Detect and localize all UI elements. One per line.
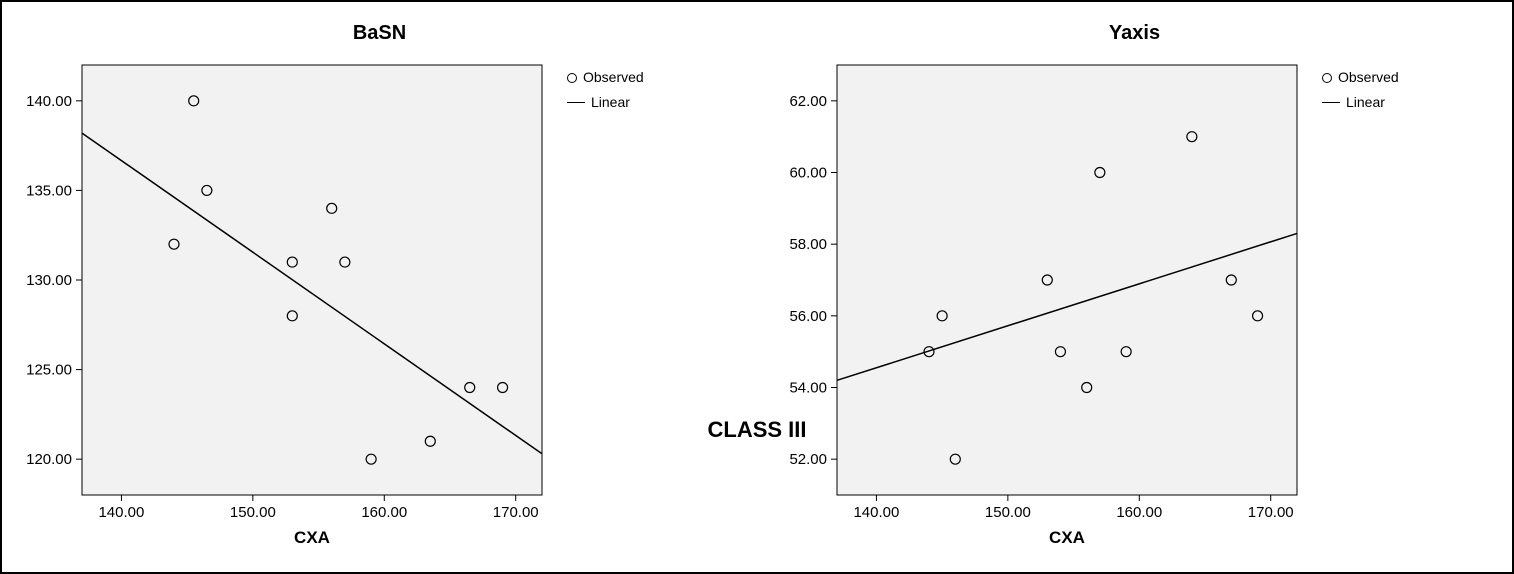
right-plot: 140.00 150.00 160.00 170.00 52.00 54.00 56.00 5… [767, 55, 1307, 555]
circle-marker-icon [1322, 73, 1332, 83]
x-tick-label: 140.00 [98, 504, 144, 521]
y-tick-label: 60.00 [789, 165, 827, 182]
x-tick-label: 170.00 [493, 504, 539, 521]
right-panel: Yaxis 140.00 150.00 160.00 170.00 52.00 54.00… [757, 2, 1512, 572]
legend-observed: Observed [567, 65, 644, 90]
class-label: CLASS III [707, 417, 806, 443]
right-legend: Observed Linear [1322, 65, 1399, 115]
y-tick-label: 52.00 [789, 451, 827, 468]
chart-svg: 140.00 150.00 160.00 170.00 120.00 125.00 130.… [12, 55, 552, 550]
left-chart-wrap: 140.00 150.00 160.00 170.00 120.00 125.00 130.… [12, 55, 747, 555]
left-legend: Observed Linear [567, 65, 644, 115]
x-tick-label: 170.00 [1248, 504, 1294, 521]
plot-area [837, 65, 1297, 495]
x-tick-label: 160.00 [361, 504, 407, 521]
legend-linear-label: Linear [591, 90, 630, 115]
y-tick-label: 120.00 [26, 451, 72, 468]
y-tick-label: 62.00 [789, 93, 827, 110]
plot-area [82, 65, 542, 495]
line-marker-icon [567, 102, 585, 103]
y-tick-label: 140.00 [26, 93, 72, 110]
left-plot: 140.00 150.00 160.00 170.00 120.00 125.00 130.… [12, 55, 552, 555]
y-tick-label: 125.00 [26, 362, 72, 379]
line-marker-icon [1322, 102, 1340, 103]
x-tick-label: 150.00 [230, 504, 276, 521]
legend-linear: Linear [567, 90, 644, 115]
y-tick-label: 135.00 [26, 182, 72, 199]
y-tick-label: 56.00 [789, 308, 827, 325]
legend-linear: Linear [1322, 90, 1399, 115]
y-tick-label: 54.00 [789, 380, 827, 397]
left-chart-title: BaSN [12, 22, 747, 45]
right-chart-wrap: 140.00 150.00 160.00 170.00 52.00 54.00 56.00 5… [767, 55, 1502, 555]
legend-observed: Observed [1322, 65, 1399, 90]
legend-observed-label: Observed [1338, 65, 1399, 90]
x-tick-label: 150.00 [985, 504, 1031, 521]
y-tick-label: 130.00 [26, 272, 72, 289]
chart-svg: 140.00 150.00 160.00 170.00 52.00 54.00 56.00 5… [767, 55, 1307, 550]
circle-marker-icon [567, 73, 577, 83]
x-axis-label: CXA [1049, 528, 1085, 547]
left-panel: BaSN 140.00 150.00 160.00 170.00 120.00 125.0… [2, 2, 757, 572]
x-tick-label: 160.00 [1116, 504, 1162, 521]
y-tick-label: 58.00 [789, 236, 827, 253]
legend-linear-label: Linear [1346, 90, 1385, 115]
x-axis-label: CXA [294, 528, 330, 547]
right-chart-title: Yaxis [767, 22, 1502, 45]
legend-observed-label: Observed [583, 65, 644, 90]
x-tick-label: 140.00 [853, 504, 899, 521]
figure-container: BaSN 140.00 150.00 160.00 170.00 120.00 125.0… [2, 2, 1512, 572]
